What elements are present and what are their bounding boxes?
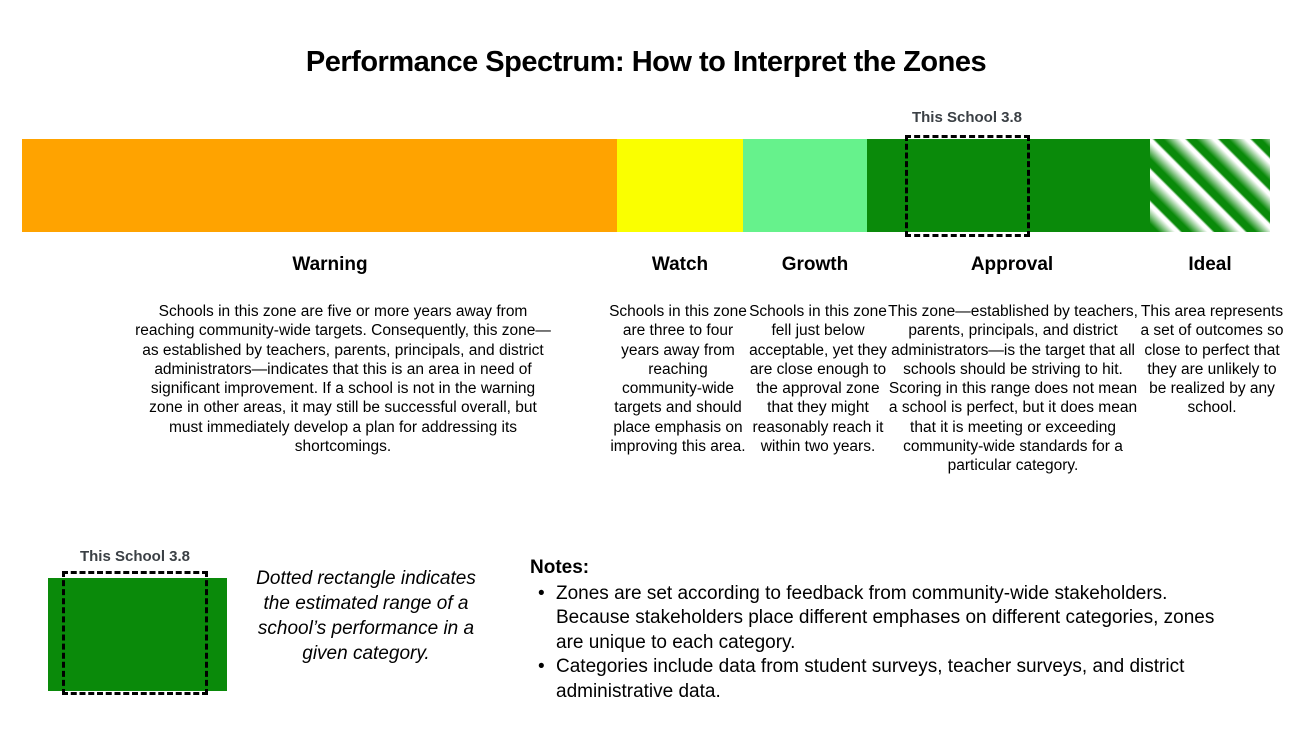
notes-item: Categories include data from student sur…	[530, 655, 1230, 704]
spectrum-bar	[22, 139, 1270, 232]
zone-segment-ideal	[1150, 139, 1270, 232]
zone-description-warning: Schools in this zone are five or more ye…	[135, 303, 551, 456]
zone-label-watch: Watch	[651, 254, 709, 275]
zone-segment-approval	[867, 139, 1150, 232]
zone-segment-warning	[22, 139, 617, 232]
notes-section: Notes: Zones are set according to feedba…	[530, 556, 1230, 704]
legend-explanation-text: Dotted rectangle indicates the estimated…	[256, 568, 476, 664]
notes-list: Zones are set according to feedback from…	[530, 582, 1230, 705]
zone-description-growth: Schools in this zone fell just below acc…	[749, 303, 887, 456]
zone-label-warning: Warning	[292, 254, 368, 275]
legend-dashed-rectangle	[62, 571, 208, 695]
notes-item: Zones are set according to feedback from…	[530, 582, 1230, 656]
notes-heading: Notes:	[530, 557, 590, 578]
zone-label-ideal: Ideal	[1188, 254, 1232, 275]
zone-segment-growth	[743, 139, 867, 232]
page-title: Performance Spectrum: How to Interpret t…	[305, 46, 987, 78]
zone-segment-watch	[617, 139, 743, 232]
school-range-dashed-rectangle	[905, 135, 1030, 237]
zone-description-approval: This zone—established by teachers, paren…	[888, 303, 1138, 475]
zone-label-approval: Approval	[970, 254, 1054, 275]
legend-zone-swatch	[48, 578, 227, 691]
zone-label-growth: Growth	[781, 254, 849, 275]
zone-description-watch: Schools in this zone are three to four y…	[609, 303, 747, 456]
school-score-label: This School 3.8	[911, 109, 1023, 126]
zone-description-ideal: This area represents a set of outcomes s…	[1140, 303, 1284, 417]
legend-school-score-label: This School 3.8	[79, 548, 191, 565]
